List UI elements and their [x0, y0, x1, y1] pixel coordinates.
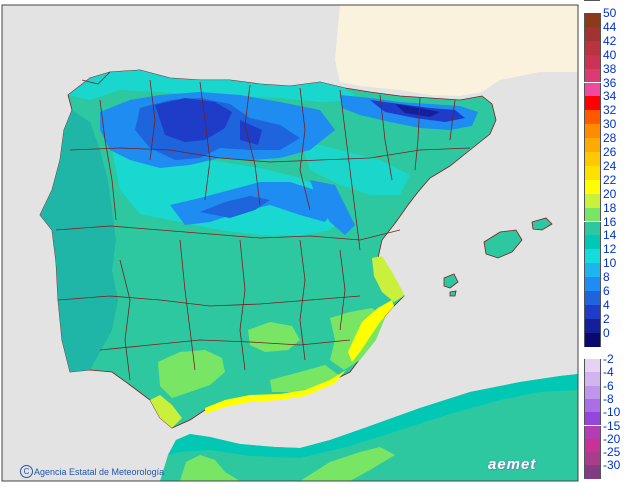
legend-swatch [584, 207, 601, 222]
legend-label: -25 [603, 445, 621, 460]
legend-label: -15 [603, 418, 621, 433]
guadalquivir-warm [158, 350, 225, 398]
legend-swatch [584, 438, 601, 453]
legend-swatch [584, 13, 601, 27]
north-africa-coast [168, 374, 578, 458]
legend-swatch [584, 82, 601, 97]
legend-swatch [584, 385, 601, 399]
legend-label: 38 [603, 61, 617, 76]
ibiza-island [443, 273, 459, 289]
legend-swatch [584, 465, 601, 479]
legend-label: 0 [603, 325, 610, 340]
legend-label: 16 [603, 214, 617, 229]
legend-swatch [584, 40, 601, 55]
legend-label: 42 [603, 33, 617, 48]
legend-label: -2 [603, 352, 614, 366]
legend-swatch [584, 138, 601, 152]
aemet-logo: aemet [488, 456, 537, 473]
legend-swatch [584, 193, 601, 208]
valencia-coast-warm [372, 256, 404, 302]
legend-swatch [584, 179, 601, 194]
legend-label: -10 [603, 405, 621, 420]
legend-label: 10 [603, 256, 617, 271]
mallorca-island [483, 229, 523, 259]
legend-swatch [584, 165, 601, 180]
legend-swatch [584, 452, 601, 466]
legend-positive-scale [584, 0, 601, 347]
legend-negative-scale [584, 0, 601, 479]
legend-swatch [584, 359, 601, 373]
legend-swatch [584, 304, 601, 319]
almeria-warm [270, 365, 340, 392]
legend-label: -20 [603, 431, 621, 446]
legend-label: 2 [603, 311, 610, 326]
legend-swatch [584, 96, 601, 111]
legend-swatch [584, 110, 601, 125]
legend-label: -30 [603, 458, 621, 473]
legend-label: 4 [603, 297, 610, 312]
legend-swatch [584, 277, 601, 291]
legend-swatch [584, 332, 601, 347]
iberian-system-cold [310, 180, 355, 235]
legend-swatch [584, 425, 601, 439]
legend-label: 20 [603, 186, 617, 201]
legend-swatch [584, 124, 601, 139]
cantabrian-cyan [68, 70, 360, 102]
legend-label: 14 [603, 228, 617, 243]
pyrenees-coldest [395, 104, 440, 117]
central-system-colder [200, 196, 270, 218]
menorca-island [531, 217, 553, 231]
legend-swatch [584, 68, 601, 83]
legend-swatch [584, 412, 601, 426]
portugal-region [40, 110, 118, 372]
north-africa-warm [180, 447, 395, 481]
credit-text: Agencia Estatal de Meteorología [34, 467, 165, 477]
legend-label: 50 [603, 6, 617, 20]
legend-label: 24 [603, 158, 617, 173]
legend-label: 22 [603, 172, 617, 187]
legend-swatch [584, 249, 601, 264]
legend-label: 8 [603, 270, 610, 285]
legend-swatch [584, 221, 601, 236]
legend-label: 28 [603, 131, 617, 146]
legend-label: -8 [603, 391, 614, 406]
legend-swatch [584, 398, 601, 413]
legend-swatch [584, 26, 601, 41]
legend-label: 44 [603, 19, 617, 34]
map-frame [1, 4, 579, 482]
province-borders [55, 71, 471, 381]
legend-label: 6 [603, 284, 610, 298]
legend-label: 34 [603, 89, 617, 104]
legend-label: 40 [603, 47, 617, 62]
legend-label: 36 [603, 75, 617, 90]
cadiz-warm [150, 395, 182, 428]
copyright-icon: C [20, 465, 33, 478]
ebro-cyan [300, 140, 410, 195]
cantabrian-mountains-coldest [155, 98, 262, 145]
legend-label: 12 [603, 242, 617, 257]
legend-label: 30 [603, 117, 617, 132]
murcia-coast-warm [348, 300, 394, 362]
legend-swatch [584, 372, 601, 386]
legend-swatch [584, 318, 601, 333]
legend-swatch [584, 263, 601, 278]
legend-label: 18 [603, 200, 617, 215]
legend-label: 32 [603, 103, 617, 118]
legend-swatch [584, 54, 601, 69]
legend-swatch [584, 152, 601, 166]
legend-label: -6 [603, 378, 614, 393]
legend-label: -4 [603, 365, 614, 380]
formentera-island [449, 290, 457, 297]
legend-swatch [584, 291, 601, 305]
andalusia-coast-warm [205, 370, 346, 414]
legend-swatch [584, 235, 601, 250]
legend-label: 26 [603, 145, 617, 159]
france-land [335, 5, 578, 96]
